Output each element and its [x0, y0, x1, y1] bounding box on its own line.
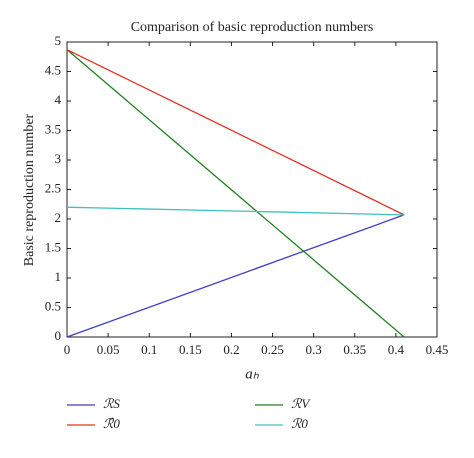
y-tick-label: 4: [55, 92, 62, 107]
y-tick-label: 2.5: [45, 180, 61, 195]
y-tick-label: 3: [55, 151, 62, 166]
x-tick-label: 0.25: [261, 342, 284, 357]
x-axis-label: aₕ: [245, 366, 260, 382]
x-tick-label: 0.4: [388, 342, 405, 357]
x-tick-label: 0.3: [306, 342, 322, 357]
x-tick-label: 0.05: [97, 342, 120, 357]
series-line: [66, 206, 405, 216]
x-tick-label: 0.1: [141, 342, 157, 357]
y-tick-label: 3.5: [45, 121, 61, 136]
y-tick-label: 2: [55, 210, 62, 225]
y-tick-label: 5: [55, 33, 62, 48]
series-line: [66, 214, 405, 338]
chart-title: Comparison of basic reproduction numbers: [131, 20, 374, 35]
x-tick-label: 0.15: [179, 342, 202, 357]
legend-label: ℛV: [291, 396, 311, 411]
x-tick-label: 0: [64, 342, 71, 357]
legend-label: ℛ0: [291, 416, 308, 431]
y-tick-label: 0.5: [45, 298, 61, 313]
y-tick-label: 1: [55, 269, 62, 284]
y-tick-label: 1.5: [45, 239, 61, 254]
plot-frame: [66, 41, 438, 338]
x-tick-label: 0.2: [223, 342, 239, 357]
y-axis-label: Basic reproduction number: [22, 113, 37, 266]
y-tick-label: 4.5: [45, 62, 61, 77]
y-tick-label: 0: [55, 328, 62, 343]
series-line: [66, 49, 405, 216]
legend-label: ℛS: [103, 396, 120, 411]
series-line: [66, 49, 405, 338]
legend-label: ℛ̂0: [103, 416, 120, 431]
x-tick-label: 0.35: [343, 342, 366, 357]
x-tick-label: 0.45: [426, 342, 449, 357]
